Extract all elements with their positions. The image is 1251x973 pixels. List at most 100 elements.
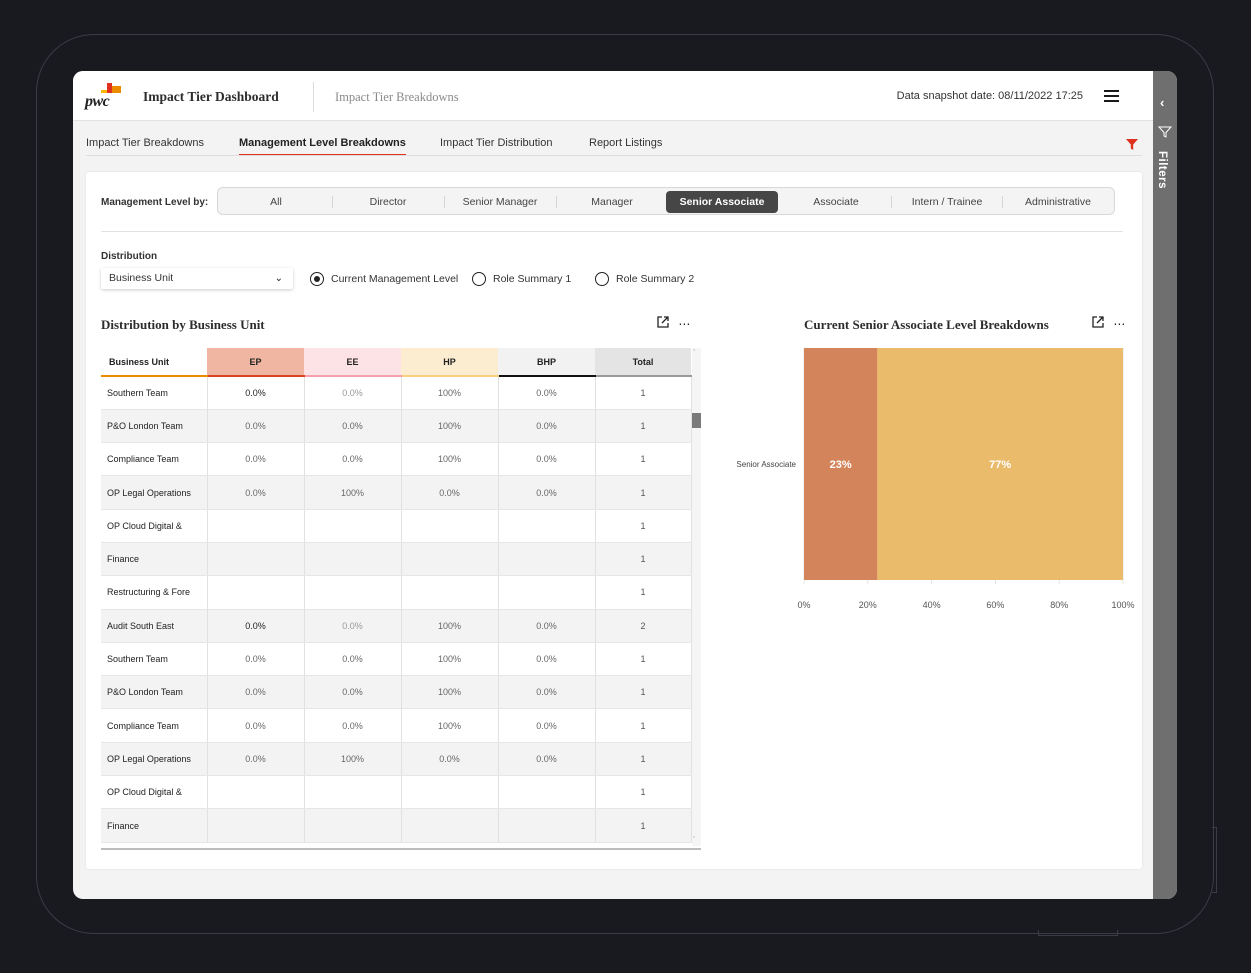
- cell-ee: [304, 509, 402, 543]
- filters-rail[interactable]: ‹ Filters: [1153, 71, 1177, 899]
- bar-segment: [877, 348, 1123, 580]
- more-options-icon[interactable]: ⋯: [678, 317, 691, 331]
- cell-total: 1: [595, 575, 692, 610]
- data-label: 77%: [989, 459, 1011, 471]
- cell-bu: P&O London Team: [101, 409, 208, 444]
- chart-panel-actions: ⋯: [1086, 316, 1125, 331]
- segment-administrative[interactable]: Administrative: [1002, 191, 1114, 213]
- table-row[interactable]: OP Legal Operations 0.0% 100% 0.0% 0.0% 1: [101, 742, 692, 777]
- segment-associate[interactable]: Associate: [813, 196, 859, 208]
- table-header-row: Business Unit EP EE HP BHP Total: [101, 348, 691, 377]
- cell-ee: 0.0%: [304, 708, 402, 743]
- tab-impact-tier-distribution[interactable]: Impact Tier Distribution: [440, 137, 553, 149]
- table-row[interactable]: Compliance Team 0.0% 0.0% 100% 0.0% 1: [101, 708, 692, 743]
- x-tick-label: 40%: [923, 600, 941, 610]
- snapshot-date: Data snapshot date: 08/11/2022 17:25: [896, 90, 1083, 102]
- segment-all[interactable]: All: [270, 196, 282, 208]
- more-options-icon[interactable]: ⋯: [1113, 317, 1126, 331]
- chevron-left-icon[interactable]: ‹: [1160, 95, 1165, 110]
- cell-ep: [207, 775, 305, 810]
- hamburger-menu-icon[interactable]: [1104, 90, 1119, 102]
- cell-bhp: 0.0%: [498, 642, 596, 677]
- cell-ep: [207, 808, 305, 843]
- column-header-business-unit[interactable]: Business Unit: [101, 348, 207, 377]
- cell-ee: 0.0%: [304, 376, 402, 410]
- table-panel-title: Distribution by Business Unit: [101, 317, 265, 332]
- cell-ee: 100%: [304, 742, 402, 777]
- funnel-outline-icon: [1157, 125, 1173, 144]
- table-row[interactable]: P&O London Team 0.0% 0.0% 100% 0.0% 1: [101, 675, 692, 710]
- cell-ee: [304, 808, 402, 843]
- scroll-down-icon[interactable]: ˇ: [693, 837, 696, 844]
- cell-bu: Finance: [101, 542, 208, 577]
- tab-impact-tier-breakdowns[interactable]: Impact Tier Breakdowns: [86, 137, 204, 149]
- column-header-hp[interactable]: HP: [401, 348, 498, 377]
- table-row[interactable]: Compliance Team 0.0% 0.0% 100% 0.0% 1: [101, 442, 692, 477]
- filter-icon[interactable]: [1126, 138, 1138, 156]
- cell-total: 1: [595, 675, 692, 710]
- distribution-select[interactable]: Business Unit ⌄: [101, 268, 293, 289]
- cell-hp: [401, 575, 499, 610]
- table-panel-actions: ⋯: [651, 316, 690, 331]
- table-row[interactable]: Restructuring & Fore 1: [101, 575, 692, 610]
- cell-ee: 0.0%: [304, 675, 402, 710]
- expand-icon[interactable]: [1092, 316, 1104, 331]
- table-row[interactable]: OP Legal Operations 0.0% 100% 0.0% 0.0% 1: [101, 475, 692, 510]
- cell-total: 1: [595, 509, 692, 543]
- chevron-down-icon: ⌄: [274, 273, 283, 284]
- cell-hp: 100%: [401, 609, 499, 643]
- x-tick-label: 20%: [859, 600, 877, 610]
- column-header-ep[interactable]: EP: [207, 348, 304, 377]
- table-row[interactable]: OP Cloud Digital & 1: [101, 509, 692, 543]
- cell-ep: 0.0%: [207, 708, 305, 743]
- cell-bu: Southern Team: [101, 376, 208, 410]
- table-scrollbar[interactable]: ˆ ˇ: [692, 348, 701, 846]
- segment-senior-associate[interactable]: Senior Associate: [666, 191, 778, 213]
- cell-ep: 0.0%: [207, 675, 305, 710]
- column-header-ee[interactable]: EE: [304, 348, 401, 377]
- cell-bu: OP Legal Operations: [101, 475, 208, 510]
- table-row[interactable]: Finance 1: [101, 808, 692, 843]
- segment-director[interactable]: Director: [332, 191, 444, 213]
- cell-bhp: 0.0%: [498, 475, 596, 510]
- segment-senior-manager[interactable]: Senior Manager: [444, 191, 556, 213]
- column-header-total[interactable]: Total: [595, 348, 691, 377]
- cell-bu: Audit South East: [101, 609, 208, 643]
- cell-ep: 0.0%: [207, 642, 305, 677]
- cell-bu: OP Legal Operations: [101, 742, 208, 777]
- cell-total: 1: [595, 409, 692, 444]
- app-screen: pwc Impact Tier Dashboard Impact Tier Br…: [73, 71, 1177, 899]
- table-row[interactable]: Finance 1: [101, 542, 692, 577]
- table-row[interactable]: Audit South East 0.0% 0.0% 100% 0.0% 2: [101, 609, 692, 643]
- table-row[interactable]: Southern Team 0.0% 0.0% 100% 0.0% 1: [101, 642, 692, 677]
- tab-report-listings[interactable]: Report Listings: [589, 137, 663, 149]
- cell-total: 1: [595, 475, 692, 510]
- expand-icon[interactable]: [657, 316, 669, 331]
- cell-hp: [401, 808, 499, 843]
- tab-management-level-breakdowns[interactable]: Management Level Breakdowns: [239, 137, 406, 156]
- table-row[interactable]: OP Cloud Digital & 1: [101, 775, 692, 810]
- table-row[interactable]: P&O London Team 0.0% 0.0% 100% 0.0% 1: [101, 409, 692, 444]
- cell-ep: 0.0%: [207, 409, 305, 444]
- cell-bhp: [498, 509, 596, 543]
- scroll-up-icon[interactable]: ˆ: [693, 350, 696, 357]
- distribution-select-value: Business Unit: [109, 272, 174, 284]
- header-subtitle: Impact Tier Breakdowns: [335, 90, 459, 104]
- chart-panel-title: Current Senior Associate Level Breakdown…: [804, 317, 1049, 332]
- cell-bhp: 0.0%: [498, 409, 596, 444]
- scrollbar-thumb[interactable]: [692, 413, 701, 428]
- cell-total: 1: [595, 808, 692, 843]
- cell-bhp: 0.0%: [498, 376, 596, 410]
- segment-intern-trainee[interactable]: Intern / Trainee: [891, 191, 1003, 213]
- x-tick-label: 60%: [986, 600, 1004, 610]
- segment-manager[interactable]: Manager: [556, 191, 668, 213]
- column-header-bhp[interactable]: BHP: [498, 348, 595, 377]
- table-row[interactable]: Southern Team 0.0% 0.0% 100% 0.0% 1: [101, 376, 692, 410]
- cell-ee: 100%: [304, 475, 402, 510]
- cell-ee: 0.0%: [304, 609, 402, 643]
- cell-total: 1: [595, 442, 692, 477]
- radio-checked-icon: [310, 272, 324, 286]
- management-level-label: Management Level by:: [101, 197, 209, 208]
- header-divider: [313, 82, 314, 112]
- filters-label[interactable]: Filters: [1156, 151, 1168, 190]
